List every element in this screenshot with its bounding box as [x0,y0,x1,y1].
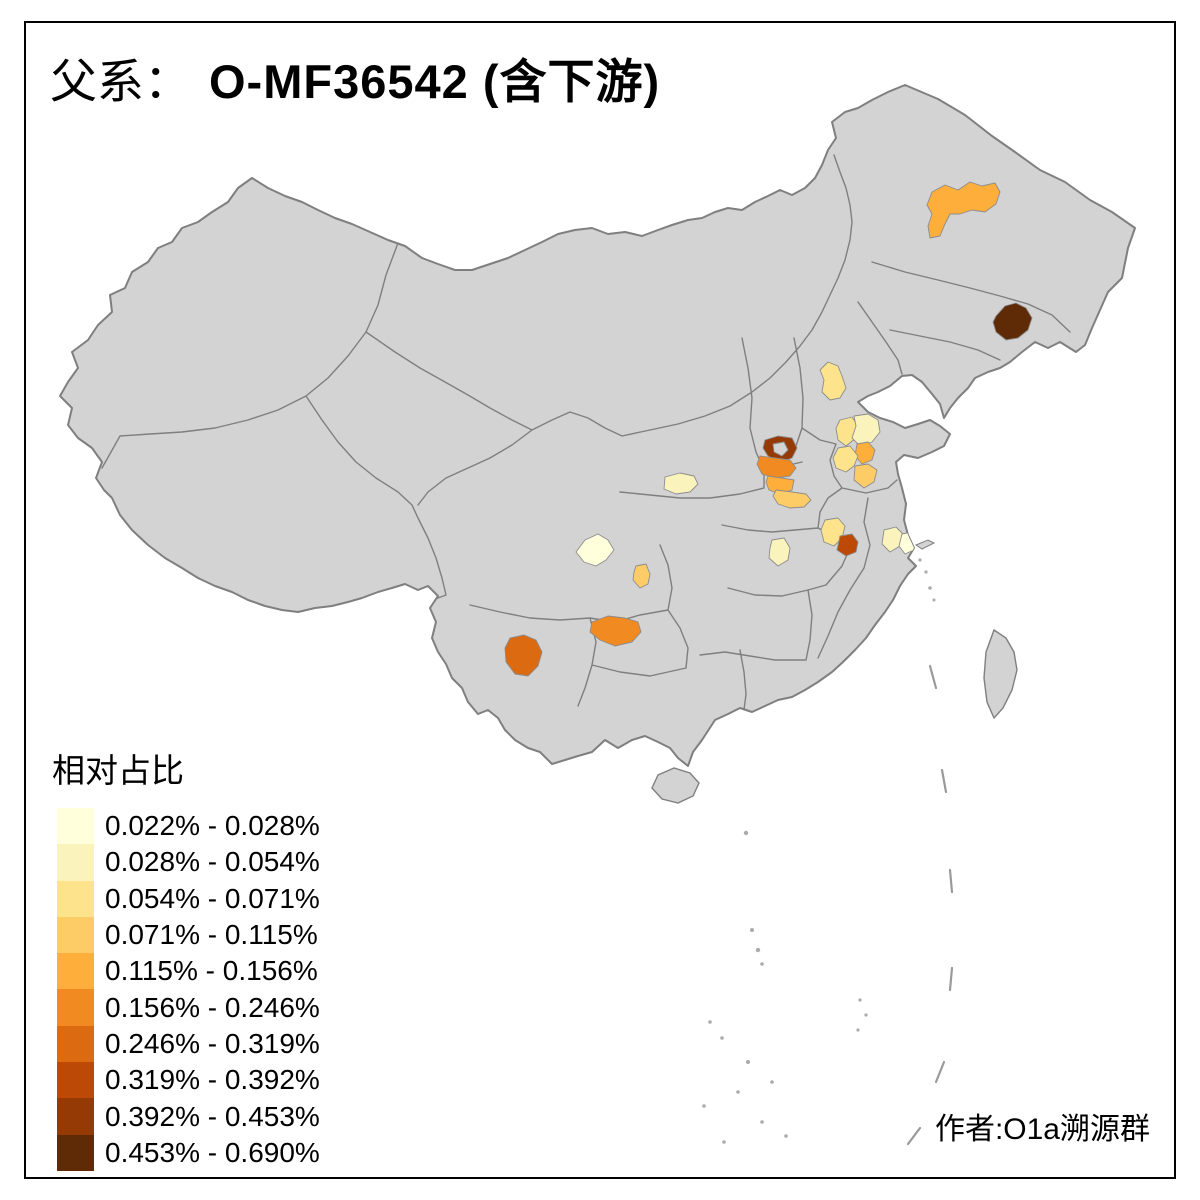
legend-label: 0.246% - 0.319% [105,1027,320,1059]
legend-swatch [57,1098,94,1135]
legend-item: 0.319% - 0.392% [57,1062,320,1099]
legend: 相对占比 0.022% - 0.028% 0.028% - 0.054% 0.054… [52,744,320,1171]
legend-swatch [57,1134,94,1171]
region-yunnan-west [504,634,543,677]
region-henan-south [772,489,812,509]
legend-item: 0.028% - 0.054% [57,844,320,881]
map-title-prefix: 父系： [50,57,191,109]
legend-item: 0.156% - 0.246% [57,989,320,1026]
colored-regions [504,181,1033,677]
mainland-outline [59,84,1136,767]
legend-item: 0.392% - 0.453% [57,1098,320,1135]
chongming-island [914,539,936,550]
plot-frame [24,21,1176,1179]
legend-label: 0.392% - 0.453% [105,1100,320,1132]
region-shandong-south [853,463,878,489]
region-hubei-north [768,537,791,567]
region-shandong-southwest [832,445,859,473]
hainan-island [651,767,700,804]
legend-swatch [57,1062,94,1099]
region-heilongjiang-west [926,181,1001,239]
region-anhui-hefei [836,533,859,557]
legend-item: 0.246% - 0.319% [57,1025,320,1063]
legend-item: 0.071% - 0.115% [57,916,320,954]
legend-label: 0.115% - 0.156% [105,955,318,987]
legend-swatch [57,808,94,845]
coastal-islands [702,558,936,1144]
legend-item: 0.115% - 0.156% [57,953,320,990]
region-henan-xinxiang [756,455,797,479]
legend-item: 0.453% - 0.690% [57,1134,320,1171]
legend-label: 0.028% - 0.054% [105,846,320,878]
legend-label: 0.156% - 0.246% [105,991,320,1023]
region-guizhou-central [589,615,642,647]
region-henan-anyang [762,435,798,463]
legend-items: 0.022% - 0.028% 0.028% - 0.054% 0.054% - 0… [57,808,320,1171]
map-title-haplogroup: O-MF36542 (含下游) [209,55,661,108]
region-jilin-east [992,302,1033,341]
map-title: 父系： O-MF36542 (含下游) [50,56,660,110]
province-borders [101,154,1071,711]
attribution: 作者:O1a溯源群 [934,1113,1150,1146]
legend-item: 0.054% - 0.071% [57,880,320,917]
legend-swatch [57,989,94,1026]
legend-label: 0.453% - 0.690% [105,1136,320,1168]
region-chongqing-west [632,563,651,589]
legend-item: 0.022% - 0.028% [57,808,320,845]
region-shandong-north [851,413,881,447]
legend-title: 相对占比 [52,752,184,789]
legend-swatch [57,880,94,917]
legend-label: 0.022% - 0.028% [105,810,320,842]
legend-swatch [57,844,94,881]
legend-swatch [57,1025,94,1063]
taiwan-island [983,628,1018,720]
legend-label: 0.054% - 0.071% [105,882,320,914]
region-tianjin [819,361,847,401]
legend-label: 0.071% - 0.115% [105,919,318,951]
legend-label: 0.319% - 0.392% [105,1064,320,1096]
region-sichuan-chengdu [575,533,615,567]
legend-swatch [57,916,94,954]
region-gansu-east [663,472,699,495]
nine-dash-line [906,664,954,1146]
legend-swatch [57,953,94,990]
